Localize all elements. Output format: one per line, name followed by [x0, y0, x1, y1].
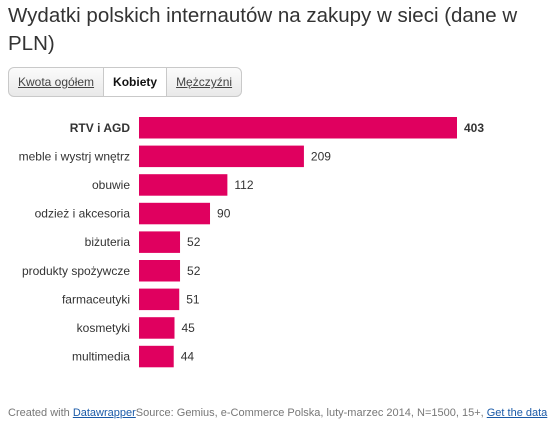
bar-farmaceutyki[interactable] — [139, 288, 180, 311]
bar-bizuteria[interactable] — [139, 231, 181, 253]
get-the-data-link[interactable]: Get the data — [486, 407, 548, 419]
value-label-multimedia: 44 — [181, 350, 195, 364]
bar-meble-i-wystrj-wnetrz[interactable] — [139, 145, 304, 168]
category-label-kosmetyki: kosmetyki — [77, 321, 130, 335]
value-label-meble-i-wystrj-wnetrz: 209 — [311, 149, 331, 163]
chart-footer: Created with DatawrapperSource: Gemius, … — [8, 407, 547, 419]
chart-title: Wydatki polskich internautów na zakupy w… — [8, 4, 518, 55]
tab-mezczyzni[interactable]: Mężczyźni — [176, 75, 233, 89]
value-label-kosmetyki: 45 — [182, 321, 196, 335]
value-label-rtv-i-agd: 403 — [464, 121, 484, 135]
bar-kosmetyki[interactable] — [139, 317, 175, 339]
bar-obuwie[interactable] — [139, 174, 228, 196]
category-label-multimedia: multimedia — [72, 350, 130, 364]
category-label-produkty-spozywcze: produkty spożywcze — [22, 264, 130, 278]
tab-kwota-ogolem[interactable]: Kwota ogółem — [9, 68, 105, 96]
datawrapper-link[interactable]: Datawrapper — [72, 407, 136, 419]
category-label-rtv-i-agd: RTV i AGD — [70, 121, 131, 135]
series-tabs: Kwota ogółem Kobiety Mężczyźni — [8, 67, 243, 97]
value-label-obuwie: 112 — [234, 178, 253, 192]
bar-chart: RTV i AGD 403 meble i wystrj wnętrz 209 obuw… — [19, 117, 484, 368]
footer-created-with: Created with — [8, 407, 73, 419]
category-label-farmaceutyki: farmaceutyki — [62, 292, 130, 306]
value-label-bizuteria: 52 — [187, 235, 201, 249]
bar-multimedia[interactable] — [139, 345, 174, 368]
category-label-obuwie: obuwie — [92, 178, 130, 192]
category-label-meble-i-wystrj-wnetrz: meble i wystrj wnętrz — [19, 149, 130, 163]
tab-kobiety[interactable]: Kobiety — [104, 68, 168, 96]
footer-source: Source: Gemius, e-Commerce Polska, luty-… — [135, 407, 487, 419]
bar-rtv-i-agd[interactable] — [139, 117, 457, 139]
category-label-odziez-i-akcesoria: odzież i akcesoria — [35, 207, 131, 221]
value-label-farmaceutyki: 51 — [186, 292, 200, 306]
value-label-odziez-i-akcesoria: 90 — [217, 207, 231, 221]
bar-produkty-spozywcze[interactable] — [139, 260, 181, 282]
value-label-produkty-spozywcze: 52 — [187, 264, 201, 278]
bar-odziez-i-akcesoria[interactable] — [139, 202, 211, 225]
category-label-bizuteria: biżuteria — [85, 235, 131, 249]
